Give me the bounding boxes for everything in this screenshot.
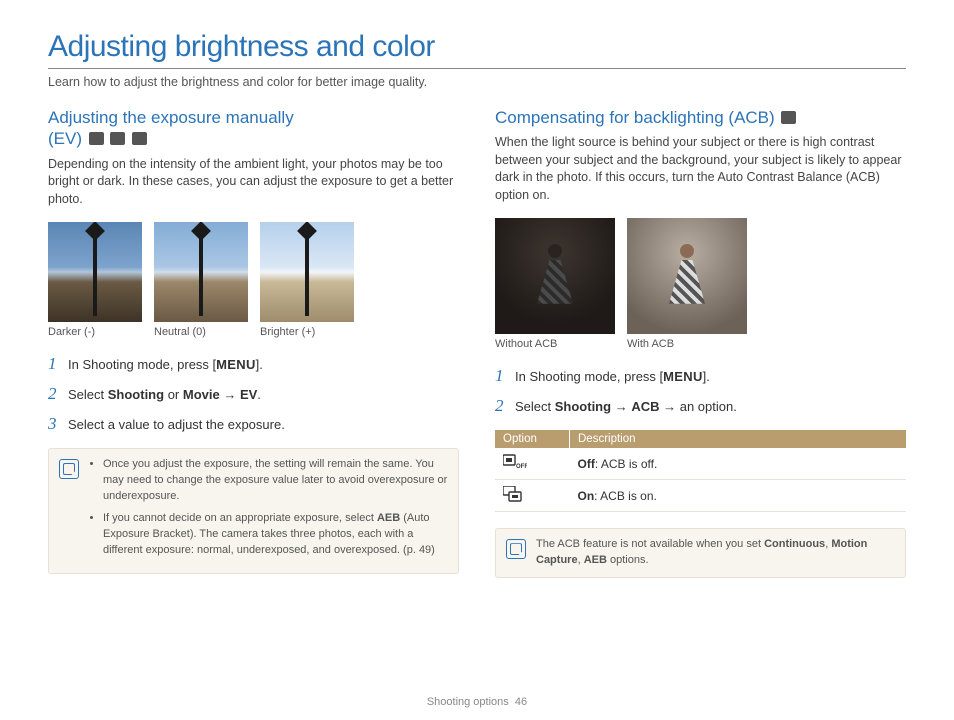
ev-note: Once you adjust the exposure, the settin… xyxy=(48,448,459,574)
thumb-darker-image xyxy=(48,222,142,322)
off-text: : ACB is off. xyxy=(595,457,657,471)
ev-s2-e: → xyxy=(220,387,240,402)
ev-heading: Adjusting the exposure manually (EV) xyxy=(48,107,459,150)
opt-on-desc: On: ACB is on. xyxy=(570,480,907,512)
opt-off-desc: Off: ACB is off. xyxy=(570,448,907,480)
page-title: Adjusting brightness and color xyxy=(48,30,906,64)
acb-s2-c: → xyxy=(611,399,631,414)
ev-n2-a: If you cannot decide on an appropriate e… xyxy=(103,512,377,524)
ev-heading-line1: Adjusting the exposure manually xyxy=(48,108,294,127)
acb-s1-a: In Shooting mode, press [ xyxy=(515,369,663,384)
acb-ng: options. xyxy=(607,554,649,566)
ev-step-1: 1 In Shooting mode, press [MENU]. xyxy=(48,354,459,374)
ev-heading-line2: (EV) xyxy=(48,129,82,148)
table-row: On: ACB is on. xyxy=(495,480,906,512)
menu-label: MENU xyxy=(663,369,702,384)
acb-off-icon: OFF xyxy=(503,454,527,470)
thumb-neutral-label: Neutral (0) xyxy=(154,326,248,338)
ev-step-3: 3 Select a value to adjust the exposure. xyxy=(48,414,459,434)
thumb-darker-label: Darker (-) xyxy=(48,326,142,338)
note-icon xyxy=(506,539,526,559)
ev-note-1: Once you adjust the exposure, the settin… xyxy=(103,457,448,505)
ev-n2-b: AEB xyxy=(377,512,400,524)
thumb-neutral-image xyxy=(154,222,248,322)
program-icon xyxy=(110,132,125,145)
thumb-no-acb: Without ACB xyxy=(495,218,615,350)
movie-icon xyxy=(132,132,147,145)
ev-body: Depending on the intensity of the ambien… xyxy=(48,156,459,209)
acb-heading: Compensating for backlighting (ACB) xyxy=(495,107,906,128)
acb-na: The ACB feature is not available when yo… xyxy=(536,538,764,550)
thumb-brighter-label: Brighter (+) xyxy=(260,326,354,338)
step-number: 2 xyxy=(48,384,68,404)
acb-body: When the light source is behind your sub… xyxy=(495,134,906,204)
opt-off-icon-cell: OFF xyxy=(495,448,570,480)
acb-step-2: 2 Select Shooting → ACB → an option. xyxy=(495,396,906,416)
ev-step-2: 2 Select Shooting or Movie → EV. xyxy=(48,384,459,404)
col-description: Description xyxy=(570,430,907,448)
acb-s1-b: ]. xyxy=(703,369,710,384)
thumb-no-acb-label: Without ACB xyxy=(495,338,615,350)
page-root: Adjusting brightness and color Learn how… xyxy=(0,0,954,578)
thumb-neutral: Neutral (0) xyxy=(154,222,248,338)
ev-step3-text: Select a value to adjust the exposure. xyxy=(68,417,285,432)
off-bold: Off xyxy=(578,457,595,471)
ev-thumbs: Darker (-) Neutral (0) Brighter (+) xyxy=(48,222,459,338)
acb-s2-e: → an option. xyxy=(659,399,736,414)
step-number: 1 xyxy=(48,354,68,374)
acb-option-table: Option Description OFF Off: ACB is off. xyxy=(495,430,906,512)
ev-s2-c: or xyxy=(164,387,183,402)
acb-note-text: The ACB feature is not available when yo… xyxy=(536,537,895,569)
ev-s2-b: Shooting xyxy=(108,387,164,402)
note-icon xyxy=(59,459,79,479)
acb-step-1: 1 In Shooting mode, press [MENU]. xyxy=(495,366,906,386)
thumb-darker: Darker (-) xyxy=(48,222,142,338)
acb-s2-d: ACB xyxy=(631,399,659,414)
step-number: 3 xyxy=(48,414,68,434)
col-option: Option xyxy=(495,430,570,448)
left-column: Adjusting the exposure manually (EV) Dep… xyxy=(48,107,459,578)
page-intro: Learn how to adjust the brightness and c… xyxy=(48,75,906,89)
table-row: OFF Off: ACB is off. xyxy=(495,448,906,480)
ev-s2-g: . xyxy=(257,387,261,402)
right-column: Compensating for backlighting (ACB) When… xyxy=(495,107,906,578)
acb-thumbs: Without ACB With ACB xyxy=(495,218,906,350)
two-column-layout: Adjusting the exposure manually (EV) Dep… xyxy=(48,107,906,578)
step-number: 2 xyxy=(495,396,515,416)
acb-note: The ACB feature is not available when yo… xyxy=(495,528,906,578)
acb-nf: AEB xyxy=(584,554,607,566)
on-bold: On xyxy=(578,489,595,503)
on-text: : ACB is on. xyxy=(594,489,657,503)
thumb-no-acb-image xyxy=(495,218,615,334)
page-footer: Shooting options 46 xyxy=(0,696,954,708)
thumb-brighter: Brighter (+) xyxy=(260,222,354,338)
thumb-with-acb-label: With ACB xyxy=(627,338,747,350)
ev-step1-a: In Shooting mode, press [ xyxy=(68,357,216,372)
acb-on-icon xyxy=(503,486,527,502)
ev-s2-d: Movie xyxy=(183,387,220,402)
acb-heading-text: Compensating for backlighting (ACB) xyxy=(495,108,775,127)
svg-text:OFF: OFF xyxy=(516,464,527,470)
footer-page-number: 46 xyxy=(515,696,527,708)
step-number: 1 xyxy=(495,366,515,386)
thumb-with-acb-image xyxy=(627,218,747,334)
opt-on-icon-cell xyxy=(495,480,570,512)
thumb-brighter-image xyxy=(260,222,354,322)
acb-steps: 1 In Shooting mode, press [MENU]. 2 Sele… xyxy=(495,366,906,416)
ev-note-list: Once you adjust the exposure, the settin… xyxy=(89,457,448,565)
thumb-with-acb: With ACB xyxy=(627,218,747,350)
ev-s2-a: Select xyxy=(68,387,108,402)
ev-note-2: If you cannot decide on an appropriate e… xyxy=(103,511,448,559)
camera-icon xyxy=(89,132,104,145)
acb-s2-b: Shooting xyxy=(555,399,611,414)
menu-label: MENU xyxy=(216,357,255,372)
title-rule xyxy=(48,68,906,69)
ev-s2-f: EV xyxy=(240,387,257,402)
footer-section: Shooting options xyxy=(427,696,509,708)
ev-step1-b: ]. xyxy=(256,357,263,372)
camera-icon xyxy=(781,111,796,124)
acb-nb: Continuous xyxy=(764,538,825,550)
acb-s2-a: Select xyxy=(515,399,555,414)
ev-steps: 1 In Shooting mode, press [MENU]. 2 Sele… xyxy=(48,354,459,434)
